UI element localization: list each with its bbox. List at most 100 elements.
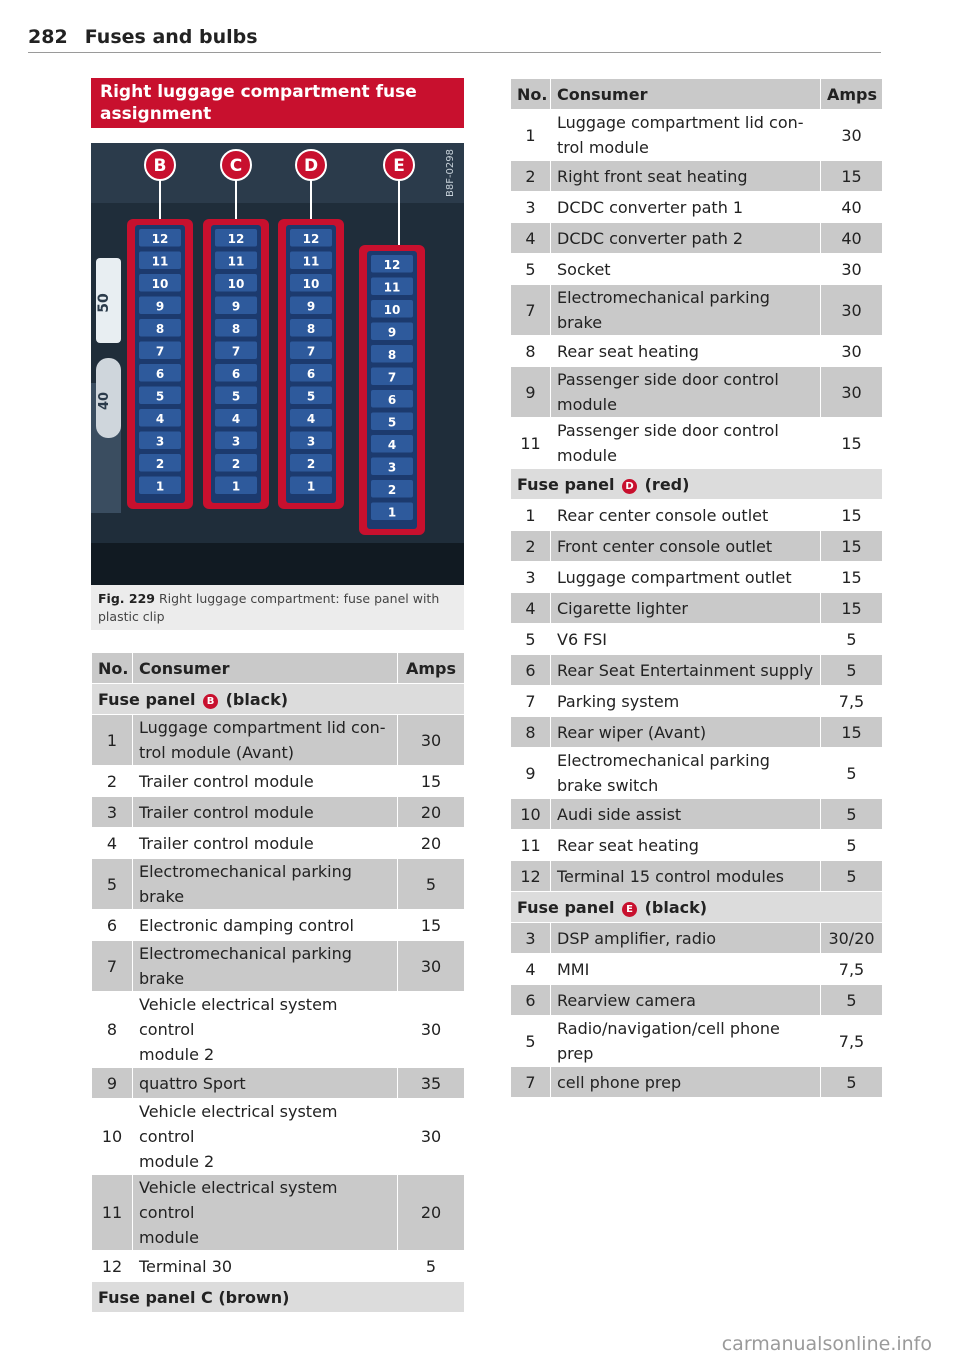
consumer-name: Rear Seat Entertainment supply <box>550 654 821 686</box>
fuse-amps: 15 <box>820 592 883 624</box>
fuse-number: 5 <box>510 253 551 285</box>
consumer-name: Right front seat heating <box>550 160 821 192</box>
fuse-number: 7 <box>510 685 551 717</box>
panel-e-badge: E <box>622 901 638 917</box>
side-label-50: 50 <box>96 293 112 313</box>
fuse-slot <box>371 255 413 273</box>
fuse-slot-number: 6 <box>232 367 240 381</box>
consumer-name: Vehicle electrical system control module … <box>132 1098 398 1175</box>
panel-letter-circle <box>383 149 415 181</box>
panel-letter: B <box>154 156 167 176</box>
table-row: 5 Radio/navigation/cell phone prep 7,5 <box>510 1015 883 1067</box>
fuse-slot-number: 3 <box>156 435 164 449</box>
panel-letter-circle <box>220 149 252 181</box>
fuse-slot <box>290 274 332 292</box>
fuse-slot <box>215 431 257 449</box>
consumer-name: Parking system <box>550 685 821 717</box>
fuse-number: 5 <box>91 858 133 910</box>
fuse-number: 4 <box>91 827 133 859</box>
fuse-number: 4 <box>510 222 551 254</box>
fuse-slot <box>139 319 181 337</box>
consumer-name: Terminal 15 control modules <box>550 860 821 892</box>
fuse-amps: 15 <box>397 909 465 941</box>
figure-code: B8F-0298 <box>445 149 456 197</box>
fuse-amps: 30 <box>820 109 883 161</box>
table-row: 9 Passenger side door control module 30 <box>510 366 883 418</box>
table-row: 12 Terminal 30 5 <box>91 1250 465 1282</box>
table-row: 1 Rear center console outlet 15 <box>510 499 883 531</box>
consumer-name: Trailer control module <box>132 827 398 859</box>
fuse-slot-number: 6 <box>156 367 164 381</box>
group-d-suffix: (red) <box>644 474 690 494</box>
fuse-slot-number: 4 <box>156 412 164 426</box>
table-row: 1 Luggage compartment lid con-trol module… <box>91 714 465 766</box>
fuse-slot <box>290 251 332 269</box>
fuse-slot-number: 5 <box>307 390 315 404</box>
fuse-slot <box>371 502 413 520</box>
rows-panel-c: 1 Luggage compartment lid con-trol module… <box>510 109 883 469</box>
fuse-slot-number: 10 <box>152 277 169 291</box>
fuse-number: 10 <box>91 1098 133 1175</box>
fuse-panel-illustration: 50 40 1211109876543211211109876543211211… <box>91 143 464 585</box>
consumer-name: quattro Sport <box>132 1067 398 1099</box>
panel-letter-circle <box>295 149 327 181</box>
fuse-amps: 5 <box>820 1066 883 1098</box>
group-b-suffix: (black) <box>225 689 289 709</box>
col-consumer: Consumer <box>132 652 398 684</box>
consumer-name: Rear wiper (Avant) <box>550 716 821 748</box>
fuse-slot <box>215 274 257 292</box>
fuse-slot <box>215 319 257 337</box>
fuse-slot-number: 11 <box>384 281 401 295</box>
page-header: 282 Fuses and bulbs <box>28 26 881 53</box>
consumer-name: MMI <box>550 953 821 985</box>
fuse-slot-number: 12 <box>152 232 169 246</box>
fuse-slot-number: 1 <box>307 480 315 494</box>
consumer-name: Electromechanical parking brake <box>550 284 821 336</box>
fuse-number: 12 <box>91 1250 133 1282</box>
fuse-slot <box>290 476 332 494</box>
fuse-slot-number: 10 <box>303 277 320 291</box>
fuse-amps: 15 <box>820 417 883 469</box>
fuse-number: 2 <box>510 160 551 192</box>
table-row: 4 Trailer control module 20 <box>91 827 465 859</box>
figure-caption-text: Right luggage compartment: fuse panel wi… <box>98 591 440 624</box>
fuse-panel-figure: 50 40 12 11 10 9 8 7 6 5 4 3 2 1 12 11 10 9 8 7 6 5 4 3 2 1 12 11… <box>91 143 464 585</box>
fuse-amps: 5 <box>820 654 883 686</box>
fuse-amps: 5 <box>820 798 883 830</box>
table-row: 2 Trailer control module 15 <box>91 765 465 797</box>
fuse-slot-number: 4 <box>232 412 240 426</box>
fuse-amps: 5 <box>820 860 883 892</box>
fuse-amps: 20 <box>397 796 465 828</box>
fuse-number: 12 <box>510 860 551 892</box>
fuse-amps: 30 <box>397 714 465 766</box>
fuse-amps: 20 <box>397 827 465 859</box>
table-row: 10 Vehicle electrical system control modul… <box>91 1098 465 1175</box>
fuse-slot <box>371 412 413 430</box>
fuse-number: 1 <box>510 109 551 161</box>
consumer-name: Rear seat heating <box>550 335 821 367</box>
fuse-slot <box>290 386 332 404</box>
fuse-slot-number: 8 <box>388 348 396 362</box>
fuse-slot <box>215 229 257 247</box>
fuse-slot-number: 4 <box>307 412 315 426</box>
fuse-slot-number: 12 <box>384 258 401 272</box>
fuse-number: 7 <box>91 940 133 992</box>
fuse-slot-number: 10 <box>384 303 401 317</box>
col-no: No. <box>510 78 551 110</box>
table-row: 6 Rearview camera 5 <box>510 984 883 1016</box>
fuse-slot-number: 3 <box>307 435 315 449</box>
section-title: Right luggage compartment fuse assignmen… <box>91 78 464 128</box>
side-fuse-40 <box>96 358 121 438</box>
fuse-slot-number: 7 <box>232 345 240 359</box>
fuse-amps: 30 <box>397 1098 465 1175</box>
consumer-name: Socket <box>550 253 821 285</box>
fuse-number: 8 <box>510 335 551 367</box>
fuse-slot-number: 1 <box>388 506 396 520</box>
table-row: 3 Trailer control module 20 <box>91 796 465 828</box>
fuse-slot <box>290 431 332 449</box>
table-row: 7 Electromechanical parking brake 30 <box>91 940 465 992</box>
rows-panel-d: 1 Rear center console outlet 15 2 Front cent… <box>510 499 883 892</box>
fuse-number: 1 <box>91 714 133 766</box>
fuse-number: 3 <box>510 561 551 593</box>
consumer-name: Rear center console outlet <box>550 499 821 531</box>
